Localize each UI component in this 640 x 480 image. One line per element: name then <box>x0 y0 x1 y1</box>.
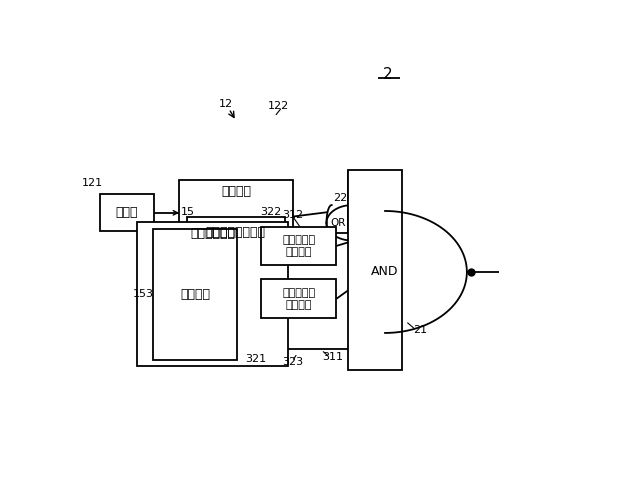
Text: 311: 311 <box>323 352 344 362</box>
Bar <box>100 194 154 231</box>
Text: 15: 15 <box>181 207 195 217</box>
Text: 323: 323 <box>282 357 303 367</box>
Text: 下限立下り
遅延回路: 下限立下り 遅延回路 <box>282 288 316 310</box>
Text: 保持力検出部: 保持力検出部 <box>190 227 235 240</box>
Text: 2: 2 <box>383 67 392 82</box>
Text: 12: 12 <box>220 99 234 109</box>
Text: AND: AND <box>371 265 399 278</box>
Text: 321: 321 <box>246 354 267 364</box>
Text: 21: 21 <box>413 325 427 336</box>
Bar <box>137 222 288 366</box>
Bar <box>187 217 285 247</box>
Bar <box>348 170 403 370</box>
Text: 121: 121 <box>82 178 103 188</box>
Bar <box>261 279 337 318</box>
Text: 312: 312 <box>282 210 303 220</box>
Text: 上限立下り
遅延回路: 上限立下り 遅延回路 <box>282 235 316 257</box>
Text: 322: 322 <box>260 207 282 217</box>
Text: OR: OR <box>330 218 346 228</box>
Text: 認証アルゴリズム: 認証アルゴリズム <box>205 226 266 239</box>
Text: 22: 22 <box>333 193 348 203</box>
Text: 153: 153 <box>133 289 154 299</box>
Text: 認証回路: 認証回路 <box>221 185 252 198</box>
Bar <box>179 180 293 253</box>
Text: 122: 122 <box>268 101 289 111</box>
Bar <box>261 227 337 265</box>
Bar <box>154 229 237 360</box>
Text: 撮像部: 撮像部 <box>116 206 138 219</box>
Text: 比較回路: 比較回路 <box>180 288 210 301</box>
